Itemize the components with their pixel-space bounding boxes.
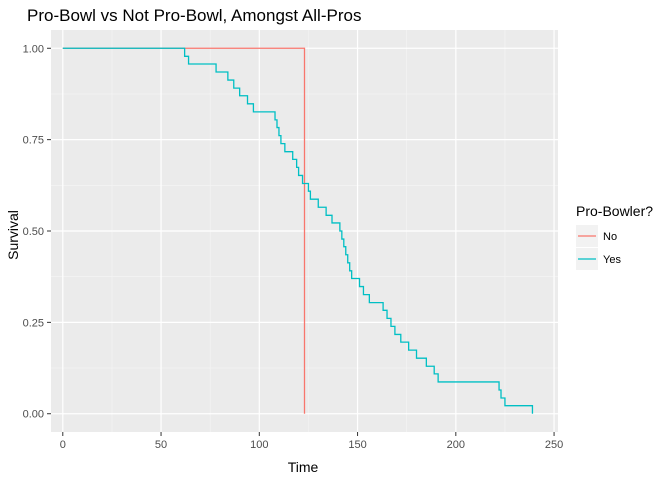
- series-layer: [62, 47, 534, 414]
- y-tick-label: 0.50: [23, 226, 44, 238]
- y-tick-label: 1.00: [23, 43, 44, 55]
- legend: Pro-Bowler? No Yes: [576, 203, 653, 270]
- legend-title: Pro-Bowler?: [576, 203, 653, 219]
- x-tick-label: 0: [60, 439, 66, 451]
- major-gridlines: [51, 30, 558, 432]
- x-tick-label: 50: [155, 439, 167, 451]
- y-tick-label: 0.75: [23, 135, 44, 147]
- x-tick-label: 200: [447, 439, 465, 451]
- y-tick-label: 0.00: [23, 409, 44, 421]
- x-tick-label: 250: [545, 439, 563, 451]
- series-line-yes: [62, 47, 534, 414]
- y-axis-title: Survival: [5, 210, 21, 260]
- x-axis-title: Time: [288, 459, 319, 475]
- x-tick-label: 150: [348, 439, 366, 451]
- chart-title: Pro-Bowl vs Not Pro-Bowl, Amongst All-Pr…: [27, 6, 361, 25]
- x-axis: 0 50 100 150 200 250: [60, 432, 563, 451]
- legend-label-no: No: [603, 231, 617, 243]
- legend-label-yes: Yes: [603, 254, 621, 266]
- y-tick-label: 0.25: [23, 317, 44, 329]
- x-tick-label: 100: [250, 439, 268, 451]
- y-axis: 0.00 0.25 0.50 0.75 1.00: [23, 43, 51, 421]
